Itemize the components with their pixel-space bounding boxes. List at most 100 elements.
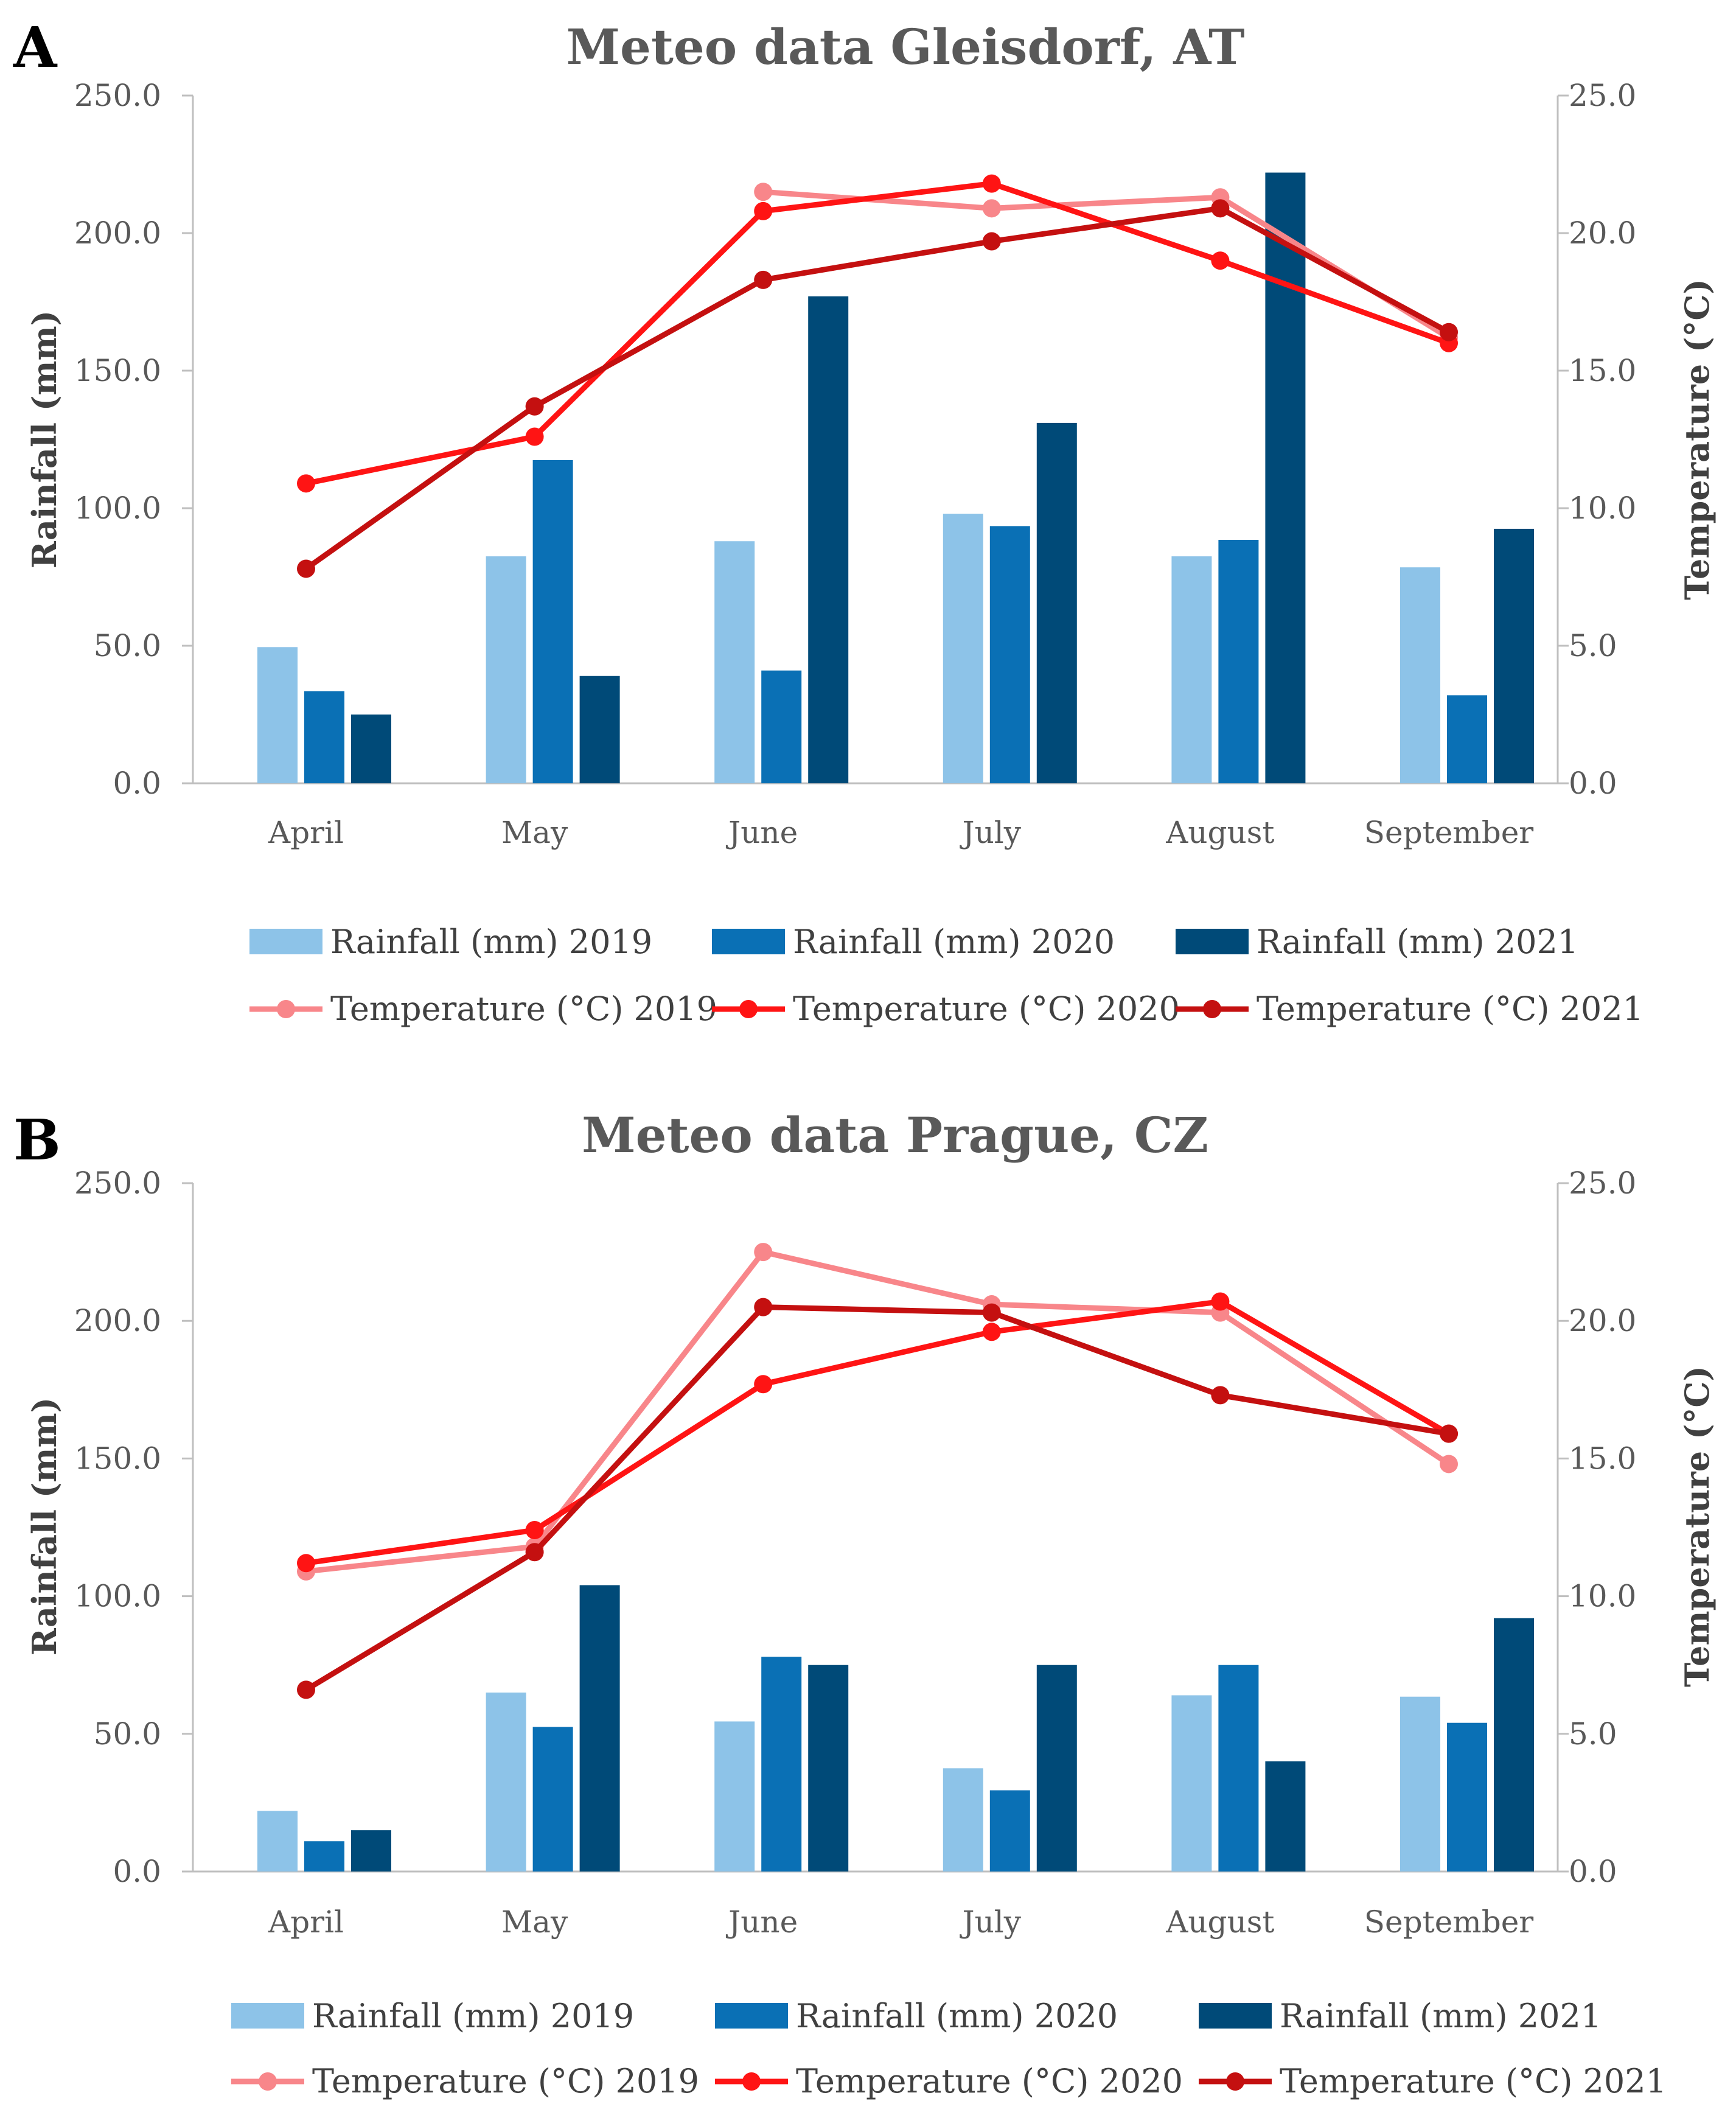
bar-rainfall-2020-august xyxy=(1218,1665,1259,1872)
point-temperature-2020-july xyxy=(982,174,1001,193)
y-tick-label: 50.0 xyxy=(94,628,161,663)
legend-swatch-rainfall-2020 xyxy=(712,929,785,954)
point-temperature-2020-august xyxy=(1211,251,1230,270)
point-temperature-2020-july xyxy=(982,1323,1001,1341)
axes-a: 0.0 50.0 100.0 150.0 200.0 250.0 0.0 5.0 10.0 15.… xyxy=(74,78,1636,850)
x-category-label: May xyxy=(501,1904,568,1940)
bar-rainfall-2021-september xyxy=(1494,528,1534,783)
legend-swatch-rainfall-2021 xyxy=(1176,929,1249,954)
point-temperature-2019-june xyxy=(754,1243,773,1262)
bar-rainfall-2019-april xyxy=(257,1811,298,1872)
point-temperature-2021-april xyxy=(297,559,315,578)
chart-panel-b: B Meteo data Prague, CZ Rainfall (mm) Te… xyxy=(13,1106,1717,2100)
chart-title-a: Meteo data Gleisdorf, AT xyxy=(566,18,1245,75)
y-axis-title-a: Rainfall (mm) xyxy=(25,310,64,568)
point-temperature-2019-september xyxy=(1440,1455,1458,1473)
point-temperature-2021-june xyxy=(754,270,773,289)
bar-rainfall-2021-april xyxy=(351,715,391,783)
bar-rainfall-2021-july xyxy=(1036,1665,1077,1872)
legend-marker-temperature-2019 xyxy=(277,1000,295,1018)
point-temperature-2020-may xyxy=(525,1521,544,1540)
point-temperature-2020-june xyxy=(754,201,773,220)
y2-tick-label: 0.0 xyxy=(1569,1854,1617,1889)
line-temperature-2019 xyxy=(305,1249,1451,1575)
point-temperature-2021-june xyxy=(754,1298,773,1316)
point-temperature-2020-may xyxy=(525,427,544,446)
x-category-label: June xyxy=(725,1904,798,1940)
point-temperature-2021-may xyxy=(525,1543,544,1562)
x-category-label: September xyxy=(1364,815,1534,850)
bar-rainfall-2020-april xyxy=(304,1841,344,1872)
legend-label-temperature-2021: Temperature (°C) 2021 xyxy=(1280,2062,1667,2100)
legend-label-rainfall-2020: Rainfall (mm) 2020 xyxy=(796,1997,1118,2035)
point-temperature-2020-june xyxy=(754,1375,773,1394)
x-category-label: July xyxy=(960,815,1022,850)
bar-rainfall-2020-august xyxy=(1218,539,1259,783)
bar-rainfall-2021-september xyxy=(1494,1618,1534,1872)
point-temperature-2020-august xyxy=(1211,1292,1230,1311)
axes-b: 0.0 50.0 100.0 150.0 200.0 250.0 0.0 5.0 10.0 15.… xyxy=(74,1166,1636,1940)
bar-rainfall-2020-april xyxy=(304,691,344,783)
y-tick-label: 150.0 xyxy=(74,1441,161,1476)
y2-tick-label: 20.0 xyxy=(1569,1303,1636,1338)
legend-marker-temperature-2020 xyxy=(742,2072,761,2091)
y2-axis-title-b: Temperature (°C) xyxy=(1678,1366,1717,1687)
bar-rainfall-2019-april xyxy=(257,647,298,783)
bar-rainfall-2019-august xyxy=(1171,1695,1212,1872)
legend-label-rainfall-2020: Rainfall (mm) 2020 xyxy=(793,923,1115,961)
legend-marker-temperature-2021 xyxy=(1226,2072,1244,2091)
point-temperature-2021-september xyxy=(1440,1424,1458,1443)
panel-label-b: B xyxy=(13,1107,61,1173)
legend-marker-temperature-2021 xyxy=(1203,1000,1221,1018)
line-temperature-2020 xyxy=(305,181,1450,486)
y-tick-label: 0.0 xyxy=(113,1854,161,1889)
bar-rainfall-2019-may xyxy=(486,556,526,783)
point-temperature-2021-august xyxy=(1211,1386,1230,1405)
y2-tick-label: 0.0 xyxy=(1569,766,1617,801)
legend-swatch-rainfall-2020 xyxy=(715,2003,788,2029)
point-temperature-2021-april xyxy=(297,1680,315,1699)
legend-label-temperature-2020: Temperature (°C) 2020 xyxy=(796,2062,1183,2100)
legend-label-rainfall-2019: Rainfall (mm) 2019 xyxy=(330,923,652,961)
x-category-label: July xyxy=(960,1904,1022,1940)
point-temperature-2019-july xyxy=(982,199,1001,218)
point-temperature-2021-august xyxy=(1211,199,1230,218)
x-category-label: April xyxy=(268,815,344,850)
bars-a xyxy=(257,172,1534,784)
point-temperature-2020-april xyxy=(297,474,315,493)
panel-label-a: A xyxy=(13,15,58,80)
legend-swatch-rainfall-2019 xyxy=(231,2003,304,2029)
x-category-label: May xyxy=(501,815,568,850)
legend-label-rainfall-2019: Rainfall (mm) 2019 xyxy=(312,1997,634,2035)
y2-tick-label: 10.0 xyxy=(1569,491,1636,526)
x-category-label: September xyxy=(1364,1904,1534,1940)
y-tick-label: 0.0 xyxy=(113,766,161,801)
legend-label-rainfall-2021: Rainfall (mm) 2021 xyxy=(1257,923,1578,961)
point-temperature-2019-june xyxy=(754,183,773,201)
bar-rainfall-2019-september xyxy=(1400,1696,1440,1872)
bar-rainfall-2019-august xyxy=(1171,556,1212,783)
legend-marker-temperature-2019 xyxy=(259,2072,277,2091)
legend-label-rainfall-2021: Rainfall (mm) 2021 xyxy=(1280,1997,1602,2035)
x-category-label: August xyxy=(1165,815,1274,850)
bar-rainfall-2019-july xyxy=(943,1768,983,1872)
chart-panel-a: A Meteo data Gleisdorf, AT Rainfall (mm)… xyxy=(13,15,1717,1028)
bar-rainfall-2019-july xyxy=(943,514,983,783)
y2-tick-label: 25.0 xyxy=(1569,78,1636,113)
point-temperature-2021-september xyxy=(1440,323,1458,341)
line-temperature-2021 xyxy=(304,205,1451,571)
bar-rainfall-2020-may xyxy=(532,1727,573,1872)
x-category-label: August xyxy=(1165,1904,1274,1940)
x-category-label: April xyxy=(268,1904,344,1940)
y2-tick-label: 15.0 xyxy=(1569,353,1636,388)
bar-rainfall-2021-june xyxy=(808,1665,849,1872)
y-tick-label: 200.0 xyxy=(74,1303,161,1338)
legend-marker-temperature-2020 xyxy=(739,1000,758,1018)
temperature-lines-a xyxy=(297,174,1458,578)
bar-rainfall-2019-may xyxy=(486,1692,526,1872)
bar-rainfall-2019-june xyxy=(714,541,755,783)
y2-tick-label: 5.0 xyxy=(1569,628,1617,663)
x-category-label: June xyxy=(725,815,798,850)
legend-label-temperature-2019: Temperature (°C) 2019 xyxy=(330,990,717,1028)
